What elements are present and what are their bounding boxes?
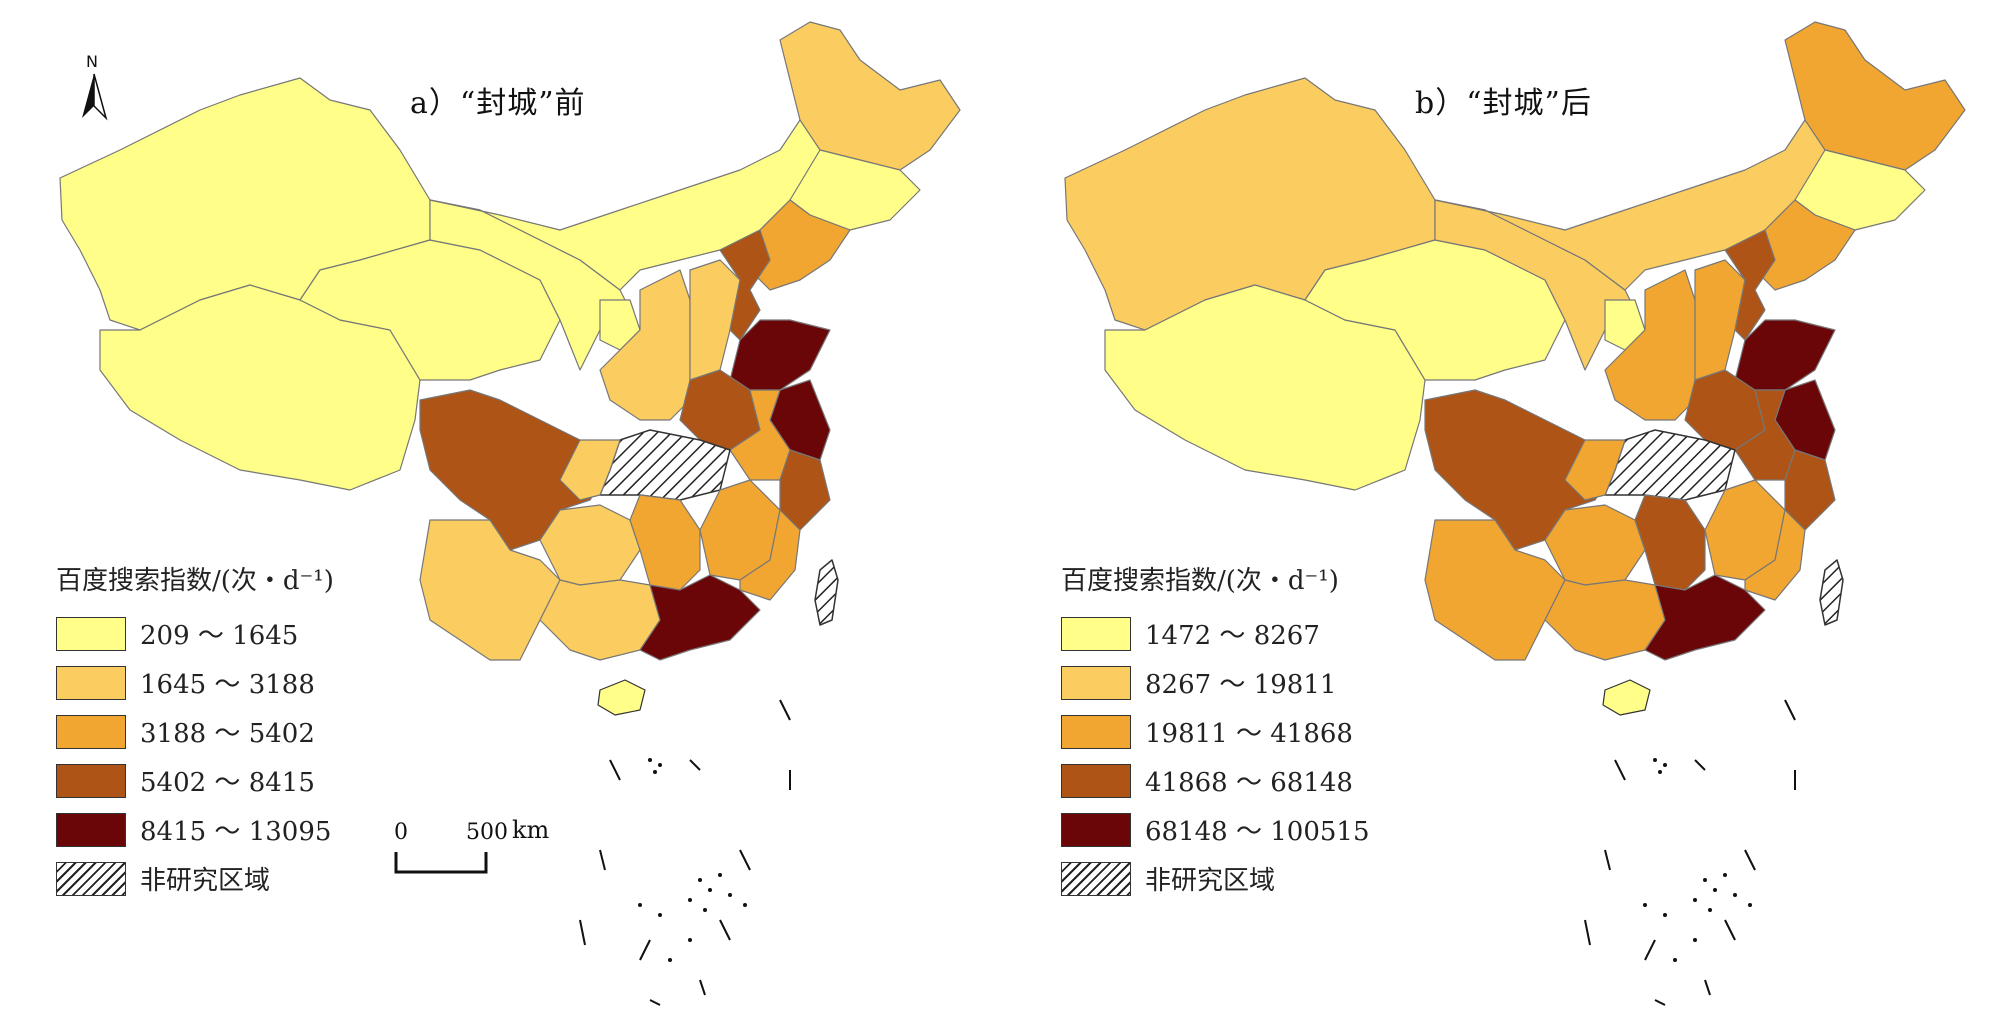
region-hunan <box>629 494 701 591</box>
legend-item: 8415 ～ 13095 <box>56 805 334 854</box>
region-yunnan <box>419 519 561 661</box>
region-guangdong <box>639 574 761 661</box>
region-fujian <box>739 509 801 601</box>
legend-item: 19811 ～ 41868 <box>1061 707 1370 756</box>
region-hebei <box>719 229 771 341</box>
legend-swatch <box>1061 812 1131 847</box>
map-panel-a <box>59 21 961 1006</box>
panel-b: b）“封城”后 百度搜索指数/(次・d⁻¹) 1472 ～ 8267 8267 … <box>1005 0 2005 1029</box>
panel-title: b）“封城”后 <box>1415 86 1592 121</box>
region-hainan <box>597 679 646 716</box>
region-chongqing <box>1564 439 1626 501</box>
legend-item: 非研究区域 <box>1061 854 1370 903</box>
region-hainan <box>1602 679 1651 716</box>
legend-label: 41868 ～ 68148 <box>1145 768 1353 798</box>
legend-item: 1472 ～ 8267 <box>1061 609 1370 658</box>
legend-item: 1645 ～ 3188 <box>56 658 334 707</box>
panel-a: a）“封城”前 N 百度搜索指数/(次・d⁻¹) 209 ～ 1645 1645… <box>0 0 1000 1029</box>
south-china-sea-inset <box>579 699 791 1006</box>
legend-label: 1645 ～ 3188 <box>140 670 315 700</box>
legend-swatch <box>1061 665 1131 700</box>
legend-swatch <box>1061 616 1131 651</box>
legend-item: 8267 ～ 19811 <box>1061 658 1370 707</box>
north-arrow-icon: N <box>76 52 112 130</box>
region-shaanxi <box>1604 269 1696 421</box>
scale-bar-line <box>394 852 488 874</box>
legend-title: 百度搜索指数/(次・d⁻¹) <box>1061 566 1339 596</box>
legend-title: 百度搜索指数/(次・d⁻¹) <box>56 566 334 596</box>
region-yunnan <box>1424 519 1566 661</box>
region-tibet <box>1104 284 1426 491</box>
region-tibet <box>99 284 421 491</box>
scale-bar: 0 500 km <box>394 816 549 880</box>
region-taiwan-non-study <box>1819 559 1844 626</box>
legend-swatch <box>1061 714 1131 749</box>
legend-swatch <box>56 665 126 700</box>
north-label: N <box>86 52 98 71</box>
region-guizhou <box>539 504 641 586</box>
legend-swatch <box>56 763 126 798</box>
legend-label: 68148 ～ 100515 <box>1145 817 1370 847</box>
legend-label: 8415 ～ 13095 <box>140 817 332 847</box>
legend-label: 8267 ～ 19811 <box>1145 670 1337 700</box>
map-panel-b <box>1064 21 1966 1006</box>
legend-item: 41868 ～ 68148 <box>1061 756 1370 805</box>
legend: 百度搜索指数/(次・d⁻¹) 1472 ～ 8267 8267 ～ 19811 … <box>1061 560 1370 903</box>
region-shanxi <box>689 259 741 381</box>
legend-swatch <box>56 616 126 651</box>
legend-swatch-hatch <box>1061 861 1131 896</box>
legend-swatch <box>56 812 126 847</box>
islands <box>638 758 747 962</box>
legend-label: 5402 ～ 8415 <box>140 768 315 798</box>
legend-label: 3188 ～ 5402 <box>140 719 315 749</box>
legend-swatch <box>1061 763 1131 798</box>
scale-value-label: 500 <box>466 820 508 845</box>
region-guizhou <box>1544 504 1646 586</box>
legend-label: 19811 ～ 41868 <box>1145 719 1353 749</box>
legend-item: 3188 ～ 5402 <box>56 707 334 756</box>
region-guangdong <box>1644 574 1766 661</box>
legend-label: 非研究区域 <box>140 866 271 896</box>
region-hebei <box>1724 229 1776 341</box>
region-taiwan-non-study <box>814 559 839 626</box>
legend-label: 1472 ～ 8267 <box>1145 621 1320 651</box>
islands <box>1643 758 1752 962</box>
region-fujian <box>1744 509 1806 601</box>
scale-unit-label: km <box>512 816 550 844</box>
legend-swatch <box>56 714 126 749</box>
legend-item: 209 ～ 1645 <box>56 609 334 658</box>
legend: 百度搜索指数/(次・d⁻¹) 209 ～ 1645 1645 ～ 3188 31… <box>56 560 334 903</box>
legend-item: 5402 ～ 8415 <box>56 756 334 805</box>
region-chongqing <box>559 439 621 501</box>
region-shanxi <box>1694 259 1746 381</box>
legend-swatch-hatch <box>56 861 126 896</box>
legend-label: 非研究区域 <box>1145 866 1276 896</box>
scale-zero-label: 0 <box>394 820 408 845</box>
legend-item: 非研究区域 <box>56 854 334 903</box>
region-hunan <box>1634 494 1706 591</box>
panel-title: a）“封城”前 <box>410 86 586 121</box>
south-china-sea-inset <box>1584 699 1796 1006</box>
legend-label: 209 ～ 1645 <box>140 621 299 651</box>
region-shaanxi <box>599 269 691 421</box>
legend-item: 68148 ～ 100515 <box>1061 805 1370 854</box>
